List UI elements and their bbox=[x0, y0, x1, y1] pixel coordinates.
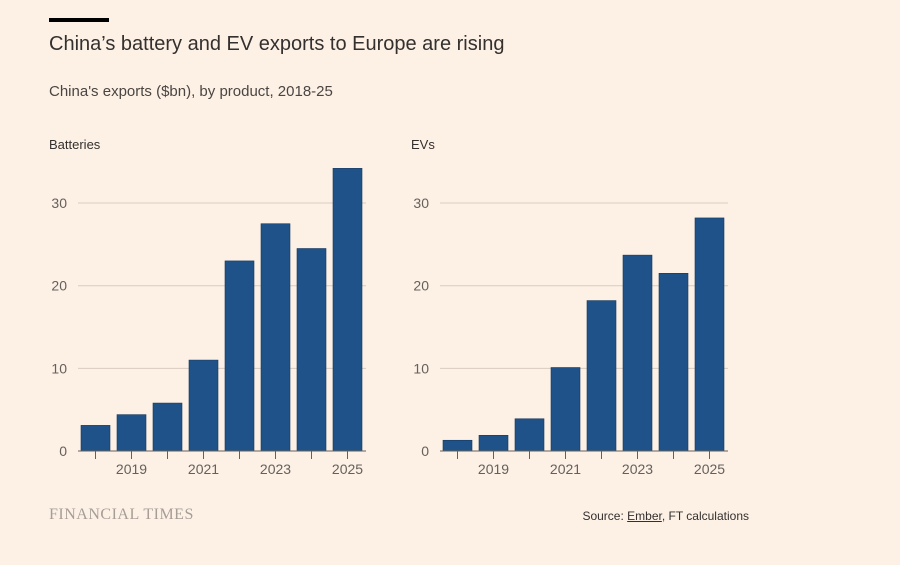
batteries-bar-2020 bbox=[152, 402, 183, 452]
evs-panel-title: EVs bbox=[411, 137, 435, 152]
source-suffix: , FT calculations bbox=[661, 509, 749, 523]
evs-bar-2022 bbox=[586, 300, 617, 452]
chart-title: China’s battery and EV exports to Europe… bbox=[49, 33, 505, 55]
evs-bar-2019 bbox=[478, 434, 509, 452]
batteries-bar-2018 bbox=[80, 425, 111, 452]
batteries-x-tick-2025: 2025 bbox=[332, 461, 363, 477]
batteries-bar-2019 bbox=[116, 414, 147, 452]
chart-subtitle: China's exports ($bn), by product, 2018-… bbox=[49, 83, 333, 100]
evs-panel: EVs 0 10 20 30 2019 2021 2023 2025 bbox=[411, 137, 728, 477]
source-note: Source: Ember, FT calculations bbox=[582, 509, 749, 523]
evs-bar-2025 bbox=[694, 217, 725, 452]
evs-x-tick-2021: 2021 bbox=[550, 461, 581, 477]
evs-x-tick-2023: 2023 bbox=[622, 461, 653, 477]
evs-x-tick-2019: 2019 bbox=[478, 461, 509, 477]
batteries-x-tick-2021: 2021 bbox=[188, 461, 219, 477]
evs-y-tick-30: 30 bbox=[413, 195, 429, 211]
source-prefix: Source: bbox=[582, 509, 628, 523]
batteries-bar-2025 bbox=[332, 168, 363, 452]
batteries-bar-2023 bbox=[260, 223, 291, 452]
evs-bar-2018 bbox=[442, 439, 473, 452]
evs-x-tick-2025: 2025 bbox=[694, 461, 725, 477]
evs-y-tick-20: 20 bbox=[413, 278, 429, 294]
evs-bar-2020 bbox=[514, 418, 545, 452]
batteries-y-tick-20: 20 bbox=[51, 278, 67, 294]
top-rule bbox=[49, 18, 109, 22]
batteries-x-tick-2023: 2023 bbox=[260, 461, 291, 477]
batteries-y-tick-10: 10 bbox=[51, 360, 67, 376]
evs-y-tick-0: 0 bbox=[421, 443, 429, 459]
financial-times-logo: FINANCIAL TIMES bbox=[49, 506, 194, 523]
evs-y-tick-10: 10 bbox=[413, 360, 429, 376]
evs-bar-2021 bbox=[550, 367, 581, 452]
batteries-bar-2021 bbox=[188, 359, 219, 452]
batteries-x-tick-2019: 2019 bbox=[116, 461, 147, 477]
batteries-y-tick-30: 30 bbox=[51, 195, 67, 211]
batteries-bar-2022 bbox=[224, 260, 255, 452]
batteries-y-tick-0: 0 bbox=[59, 443, 67, 459]
batteries-panel: Batteries 0 10 20 30 2019 2021 2023 2025 bbox=[49, 137, 366, 477]
evs-bar-2024 bbox=[658, 273, 689, 452]
batteries-bar-2024 bbox=[296, 248, 327, 452]
source-link-ember[interactable]: Ember bbox=[627, 509, 662, 523]
evs-bar-2023 bbox=[622, 254, 653, 452]
batteries-panel-title: Batteries bbox=[49, 137, 101, 152]
